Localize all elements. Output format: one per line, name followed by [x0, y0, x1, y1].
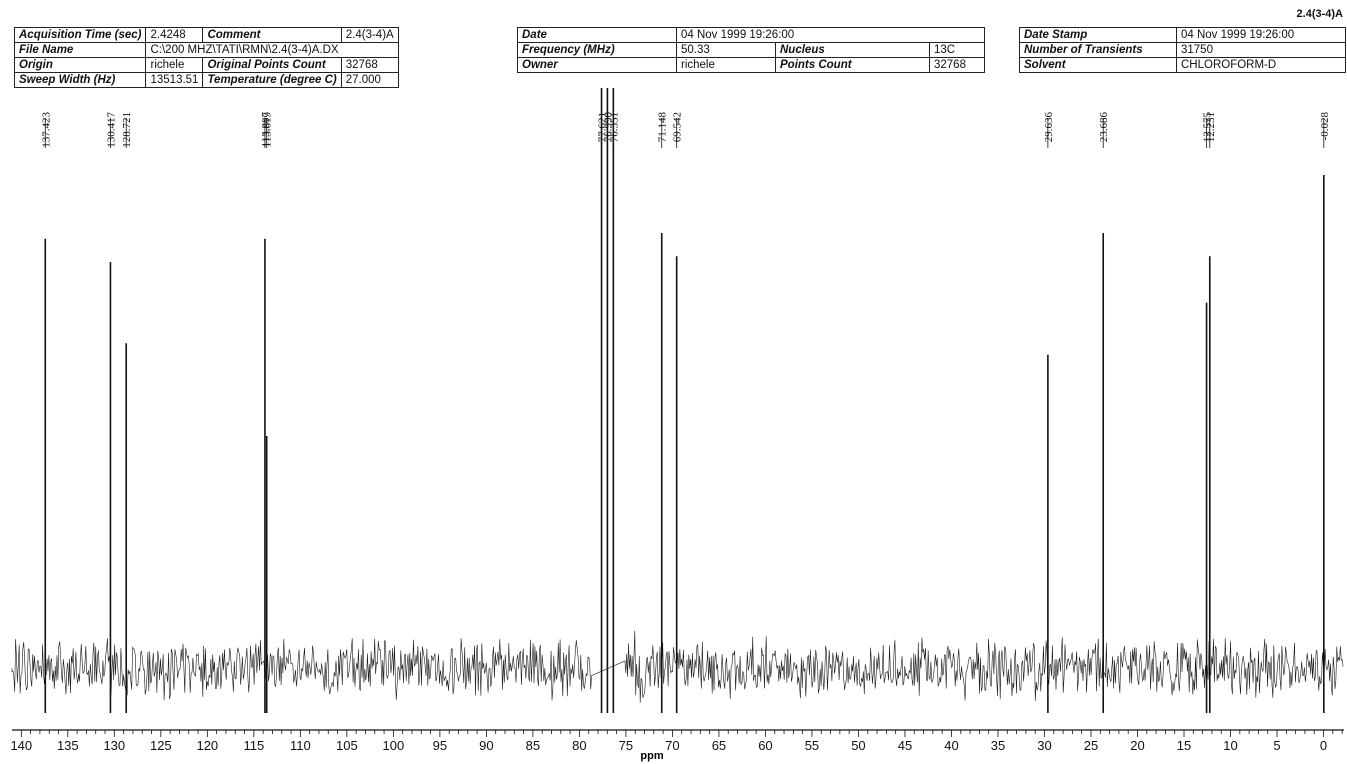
baseline-noise [11, 630, 1344, 703]
param-key: Owner [517, 57, 677, 73]
x-tick-label: 20 [1130, 738, 1144, 753]
x-axis: 140 135 130 125 120 115 110 105 100 95 90 85 80 75 70 6… [10, 729, 1344, 753]
instrument-parameters-table: Date 04 Nov 1999 19:26:00 Frequency (MHz… [517, 27, 985, 73]
param-value: richele [676, 57, 776, 73]
x-tick-label: 125 [150, 738, 172, 753]
x-tick-label: 35 [991, 738, 1005, 753]
x-tick-label: 85 [526, 738, 540, 753]
param-key: Date [517, 27, 677, 43]
peak-lines [44, 88, 1325, 713]
x-tick-label: 80 [572, 738, 586, 753]
param-key: Acquisition Time (sec) [13, 27, 147, 43]
x-tick-label: 65 [712, 738, 726, 753]
peak-label: 130.417 [105, 112, 117, 148]
peak-label: 113.807 [260, 112, 272, 148]
peak-label: 23.686 [1098, 112, 1110, 143]
x-tick-label: 95 [433, 738, 447, 753]
param-key: Temperature (degree C) [202, 72, 342, 88]
x-tick-label: 105 [336, 738, 358, 753]
x-tick-label: 120 [196, 738, 218, 753]
x-tick-label: 25 [1084, 738, 1098, 753]
x-tick-label: 40 [944, 738, 958, 753]
x-tick-label: 10 [1223, 738, 1237, 753]
x-tick-label: 110 [290, 738, 311, 753]
x-tick-label: 5 [1273, 738, 1280, 753]
peak-label: 137.423 [40, 112, 52, 148]
param-row: Frequency (MHz) 50.33 Nucleus 13C [517, 42, 985, 58]
param-row: Owner richele Points Count 32768 [517, 57, 985, 73]
x-tick-label: 30 [1037, 738, 1051, 753]
sample-parameters-table: Date Stamp 04 Nov 1999 19:26:00 Number o… [1019, 27, 1346, 73]
param-row: Acquisition Time (sec) 2.4248 Comment 2.… [13, 27, 399, 43]
x-axis-label: ppm [640, 750, 663, 762]
param-row: Number of Transients 31750 [1019, 42, 1346, 58]
param-key: Solvent [1019, 57, 1177, 73]
x-tick-label: 135 [57, 738, 79, 753]
param-value: richele [145, 57, 204, 73]
x-tick-label: 50 [851, 738, 865, 753]
param-value: CHLOROFORM-D [1176, 57, 1346, 73]
peak-label: 128.721 [121, 112, 133, 148]
param-value: 13C [929, 42, 985, 58]
x-tick-label: 45 [898, 738, 912, 753]
param-key: Sweep Width (Hz) [13, 72, 147, 88]
peak-label: 69.542 [672, 112, 684, 142]
param-row: Solvent CHLOROFORM-D [1019, 57, 1346, 73]
x-tick-label: 70 [665, 738, 679, 753]
param-value: C:\200 MHZ\TATI\RMN\2.4(3-4)A.DX [145, 42, 399, 58]
x-tick-label: 140 [10, 738, 32, 753]
peak-label: 76.990 [602, 112, 614, 143]
param-value: 2.4248 [145, 27, 204, 43]
x-tick-label: 115 [243, 738, 264, 753]
peak-label: 12.231 [1205, 112, 1217, 142]
param-row: File Name C:\200 MHZ\TATI\RMN\2.4(3-4)A.… [13, 42, 399, 58]
x-tick-label: 90 [479, 738, 493, 753]
x-tick-label: 15 [1177, 738, 1191, 753]
peak-label: 29.636 [1043, 112, 1055, 143]
param-key: Number of Transients [1019, 42, 1177, 58]
x-tick-label: 75 [619, 738, 633, 753]
noise-trace [11, 630, 1344, 703]
peak-label: 76.351 [608, 112, 620, 142]
param-value: 32768 [929, 57, 985, 73]
peak-label: 71.148 [657, 112, 669, 143]
param-row: Sweep Width (Hz) 13513.51 Temperature (d… [13, 72, 399, 88]
acquisition-parameters-table: Acquisition Time (sec) 2.4248 Comment 2.… [13, 27, 399, 88]
peak-label: 113.619 [262, 112, 274, 148]
x-tick-label: 130 [103, 738, 125, 753]
param-value: 13513.51 [145, 72, 204, 88]
x-tick-label: 100 [383, 738, 405, 753]
param-key: Points Count [775, 57, 930, 73]
x-tick-label: 60 [758, 738, 772, 753]
document-title: 2.4(3-4)A [1296, 8, 1343, 20]
param-key: Original Points Count [202, 57, 342, 73]
peak-label: 12.575 [1202, 112, 1214, 143]
param-value: 27.000 [340, 72, 399, 88]
x-tick-label: 55 [805, 738, 819, 753]
x-tick-label: 0 [1320, 738, 1327, 753]
peak-label: -0.028 [1319, 112, 1331, 141]
peak-label: 77.621 [597, 112, 609, 142]
